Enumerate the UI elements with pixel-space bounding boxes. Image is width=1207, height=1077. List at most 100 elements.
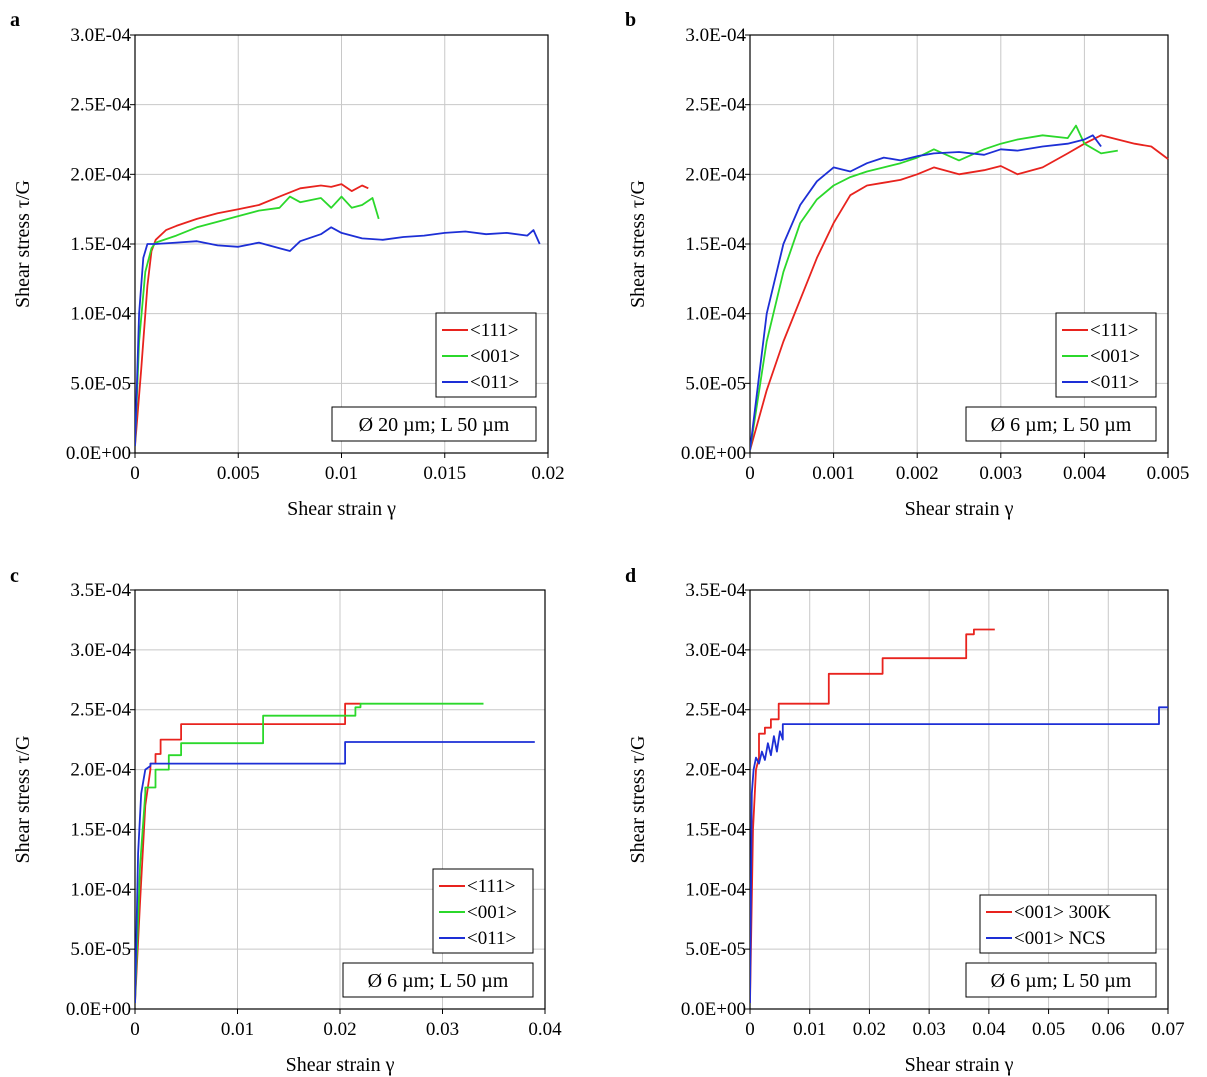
legend-label: <111> xyxy=(470,320,519,341)
x-tick-label: 0.002 xyxy=(896,463,939,484)
y-tick-label: 2.5E-04 xyxy=(685,95,746,116)
x-tick-label: 0.01 xyxy=(793,1019,826,1040)
legend: <111> <001> <011> xyxy=(432,868,534,954)
series-line-3 xyxy=(750,134,1102,451)
specimen-note: Ø 20 µm; L 50 µm xyxy=(359,414,510,436)
legend-label: <011> xyxy=(1090,372,1139,393)
legend-label: <001> xyxy=(467,902,517,923)
series-line-2 xyxy=(750,124,1118,451)
y-tick-label: 5.0E-05 xyxy=(70,373,131,394)
y-tick-label: 0.0E+00 xyxy=(66,999,131,1020)
y-tick-label: 0.0E+00 xyxy=(681,443,746,464)
x-tick-label: 0.01 xyxy=(325,463,358,484)
legend-box xyxy=(979,894,1157,954)
legend-label: <111> xyxy=(467,876,516,897)
y-tick-label: 5.0E-05 xyxy=(685,373,746,394)
series-line-1 xyxy=(135,702,361,1004)
y-tick-label: 2.0E-04 xyxy=(685,760,746,781)
x-tick-label: 0.03 xyxy=(426,1019,459,1040)
x-axis-title: Shear strain γ xyxy=(286,1054,395,1076)
x-tick-label: 0.02 xyxy=(531,463,564,484)
series-line-2 xyxy=(750,706,1168,1004)
y-tick-label: 3.5E-04 xyxy=(685,580,746,601)
x-tick-label: 0.003 xyxy=(979,463,1022,484)
series-line-1 xyxy=(750,134,1169,451)
legend-label: <001> 300K xyxy=(1014,902,1111,923)
x-tick-label: 0.03 xyxy=(913,1019,946,1040)
y-tick-label: 3.5E-04 xyxy=(70,580,131,601)
legend: <111> <001> <011> xyxy=(1055,312,1157,398)
x-tick-label: 0.001 xyxy=(812,463,855,484)
x-tick-label: 0.04 xyxy=(972,1019,1006,1040)
x-tick-label: 0.005 xyxy=(217,463,260,484)
y-tick-label: 1.0E-04 xyxy=(685,879,746,900)
x-tick-label: 0.04 xyxy=(528,1019,562,1040)
y-axis-title: Shear stress τ/G xyxy=(12,180,34,308)
y-tick-label: 5.0E-05 xyxy=(70,939,131,960)
y-tick-label: 1.5E-04 xyxy=(70,819,131,840)
y-tick-label: 2.5E-04 xyxy=(685,700,746,721)
y-tick-label: 2.0E-04 xyxy=(70,164,131,185)
x-axis-title: Shear strain γ xyxy=(287,498,396,520)
x-tick-label: 0.015 xyxy=(423,463,466,484)
specimen-note-box xyxy=(331,406,537,442)
y-tick-label: 2.5E-04 xyxy=(70,700,131,721)
specimen-note: Ø 6 µm; L 50 µm xyxy=(991,970,1132,992)
legend-label: <001> xyxy=(1090,346,1140,367)
specimen-note: Ø 6 µm; L 50 µm xyxy=(368,970,509,992)
series-line-1 xyxy=(750,628,995,1004)
y-axis-title: Shear stress τ/G xyxy=(627,735,649,863)
y-axis-title: Shear stress τ/G xyxy=(627,180,649,308)
x-tick-label: 0.02 xyxy=(853,1019,886,1040)
panel-label: a xyxy=(10,9,20,31)
x-tick-label: 0.06 xyxy=(1092,1019,1125,1040)
y-tick-label: 1.5E-04 xyxy=(685,234,746,255)
series-line-3 xyxy=(135,741,535,1004)
y-tick-label: 1.5E-04 xyxy=(70,234,131,255)
legend: <111> <001> <011> xyxy=(435,312,537,398)
x-tick-label: 0.07 xyxy=(1151,1019,1184,1040)
series-line-2 xyxy=(135,195,380,447)
y-tick-label: 2.0E-04 xyxy=(70,760,131,781)
x-tick-label: 0.005 xyxy=(1147,463,1190,484)
x-tick-label: 0 xyxy=(745,463,755,484)
y-tick-label: 1.0E-04 xyxy=(685,304,746,325)
panel-c: c 0 0.01 0.02 0.03 0.04 0.0E+00 5.0E-05 1.0E-04 1… xyxy=(10,565,562,1076)
specimen-note-box xyxy=(965,406,1157,442)
y-tick-label: 3.0E-04 xyxy=(70,640,131,661)
legend: <001> 300K <001> NCS xyxy=(979,894,1157,954)
x-tick-label: 0.004 xyxy=(1063,463,1106,484)
panel-label: b xyxy=(625,9,636,31)
panel-d: d 0 0.01 0.02 0.03 0.04 0.05 0.06 0.07 0.0E+00 5.0… xyxy=(625,565,1185,1076)
y-tick-label: 2.5E-04 xyxy=(70,95,131,116)
panel-label: c xyxy=(10,565,19,587)
legend-label: <011> xyxy=(467,928,516,949)
y-axis-title: Shear stress τ/G xyxy=(12,735,34,863)
y-tick-label: 1.0E-04 xyxy=(70,304,131,325)
y-tick-label: 5.0E-05 xyxy=(685,939,746,960)
legend-label: <011> xyxy=(470,372,519,393)
series-line-3 xyxy=(135,226,541,447)
y-tick-label: 0.0E+00 xyxy=(66,443,131,464)
x-tick-label: 0.05 xyxy=(1032,1019,1065,1040)
panel-label: d xyxy=(625,565,636,587)
panel-b: b 0 0.001 0.002 0.003 0.004 0.005 0.0E+00 5.0E-0… xyxy=(625,9,1189,520)
legend-label: <001> xyxy=(470,346,520,367)
y-tick-label: 3.0E-04 xyxy=(70,25,131,46)
x-axis-title: Shear strain γ xyxy=(905,498,1014,520)
x-tick-label: 0 xyxy=(130,463,140,484)
x-tick-label: 0 xyxy=(745,1019,755,1040)
x-tick-label: 0 xyxy=(130,1019,140,1040)
legend-label: <111> xyxy=(1090,320,1139,341)
specimen-note: Ø 6 µm; L 50 µm xyxy=(991,414,1132,436)
y-tick-label: 3.0E-04 xyxy=(685,25,746,46)
series-line-2 xyxy=(135,702,484,1004)
y-tick-label: 1.0E-04 xyxy=(70,879,131,900)
y-tick-label: 0.0E+00 xyxy=(681,999,746,1020)
specimen-note-box xyxy=(342,962,534,998)
specimen-note-box xyxy=(965,962,1157,998)
y-tick-label: 2.0E-04 xyxy=(685,164,746,185)
x-axis-title: Shear strain γ xyxy=(905,1054,1014,1076)
panel-a: a 0 0.005 0.01 0.015 0.02 0.0E+00 5.0E-05 1.0E-0… xyxy=(10,9,565,520)
